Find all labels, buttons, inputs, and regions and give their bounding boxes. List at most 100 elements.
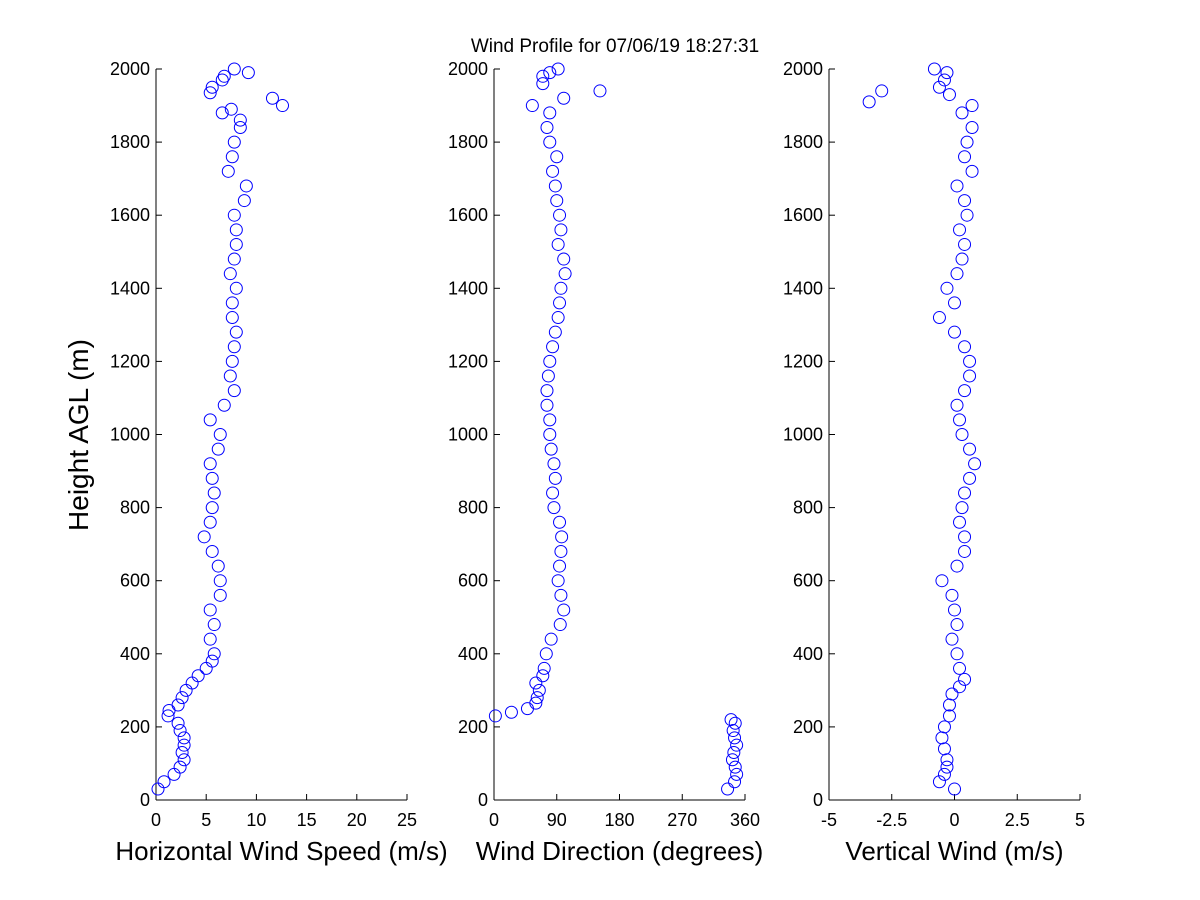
data-point [173, 724, 187, 738]
data-point [207, 486, 221, 500]
data-point [728, 731, 742, 745]
data-point [157, 775, 171, 789]
data-point [525, 99, 539, 113]
y-tick-label: 1000 [448, 425, 488, 445]
y-tick-label: 1600 [110, 205, 150, 225]
y-tick-label: 200 [458, 717, 488, 737]
data-point [553, 296, 567, 310]
y-tick-label: 2000 [110, 59, 150, 79]
data-point [958, 340, 972, 354]
x-tick-label: 25 [397, 810, 417, 830]
data-point [728, 760, 742, 774]
y-tick-label: 2000 [783, 59, 823, 79]
data-point [227, 62, 241, 76]
data-point [543, 106, 557, 120]
data-point [233, 113, 247, 127]
data-point [953, 223, 967, 237]
data-point [940, 66, 954, 80]
data-point [968, 457, 982, 471]
data-point [203, 86, 217, 100]
data-point [221, 164, 235, 178]
data-point [948, 296, 961, 310]
data-point [229, 281, 243, 295]
data-point [241, 66, 255, 80]
y-tick-label: 1800 [448, 132, 488, 152]
data-point [227, 135, 241, 149]
x-tick-label: 180 [604, 810, 634, 830]
x-tick-label: -2.5 [876, 810, 907, 830]
data-point [958, 194, 972, 208]
data-point [177, 738, 191, 752]
data-point [953, 515, 967, 529]
data-point [203, 457, 217, 471]
data-point [558, 267, 572, 281]
data-point [554, 223, 568, 237]
data-point [955, 501, 969, 515]
data-point [536, 69, 550, 83]
data-point [177, 731, 191, 745]
data-point [965, 164, 979, 178]
data-point [229, 325, 243, 339]
data-point [554, 588, 568, 602]
y-tick-label: 0 [140, 790, 150, 810]
x-tick-label: 15 [297, 810, 317, 830]
data-point [593, 84, 607, 98]
data-point [229, 223, 243, 237]
y-tick-label: 1000 [783, 425, 823, 445]
data-point [942, 709, 956, 723]
y-tick-label: 600 [120, 571, 150, 591]
data-point [276, 99, 290, 113]
data-point [207, 618, 221, 632]
data-point [862, 95, 876, 109]
data-point [730, 738, 744, 752]
data-point [553, 208, 567, 222]
data-point [927, 62, 941, 76]
x-tick-label: 0 [949, 810, 959, 830]
data-point [940, 760, 954, 774]
x-tick-label: 10 [246, 810, 266, 830]
data-point [950, 398, 964, 412]
y-tick-label: 1400 [110, 278, 150, 298]
data-point [203, 515, 217, 529]
y-tick-label: 800 [120, 498, 150, 518]
y-tick-label: 2000 [448, 59, 488, 79]
data-point [213, 574, 227, 588]
data-point [553, 618, 567, 632]
data-point [203, 632, 217, 646]
data-point [227, 340, 241, 354]
y-tick-label: 800 [458, 498, 488, 518]
y-tick-label: 400 [458, 644, 488, 664]
data-point [955, 106, 969, 120]
data-point [724, 713, 738, 727]
data-point [960, 208, 974, 222]
x-tick-label: 0 [151, 810, 161, 830]
data-point [541, 369, 555, 383]
data-point [225, 150, 239, 164]
x-axis-label: Horizontal Wind Speed (m/s) [115, 836, 447, 866]
data-point [727, 745, 741, 759]
data-point [532, 683, 546, 697]
data-point [950, 559, 964, 573]
data-point [536, 77, 550, 91]
y-tick-label: 200 [120, 717, 150, 737]
x-tick-label: 270 [667, 810, 697, 830]
data-point [958, 672, 972, 686]
y-axis-label: Height AGL (m) [63, 339, 94, 531]
data-point [726, 724, 740, 738]
x-tick-label: 360 [730, 810, 760, 830]
x-tick-label: 5 [201, 810, 211, 830]
data-point [171, 716, 185, 730]
data-point [730, 767, 744, 781]
data-point [948, 325, 961, 339]
data-point [553, 559, 567, 573]
data-point [529, 696, 543, 710]
data-point [942, 88, 956, 102]
data-point [960, 135, 974, 149]
x-tick-label: 2.5 [1005, 810, 1030, 830]
y-tick-label: 1200 [448, 351, 488, 371]
data-point [948, 782, 961, 796]
data-point [224, 102, 238, 116]
y-tick-label: 800 [793, 498, 823, 518]
data-point [937, 720, 951, 734]
